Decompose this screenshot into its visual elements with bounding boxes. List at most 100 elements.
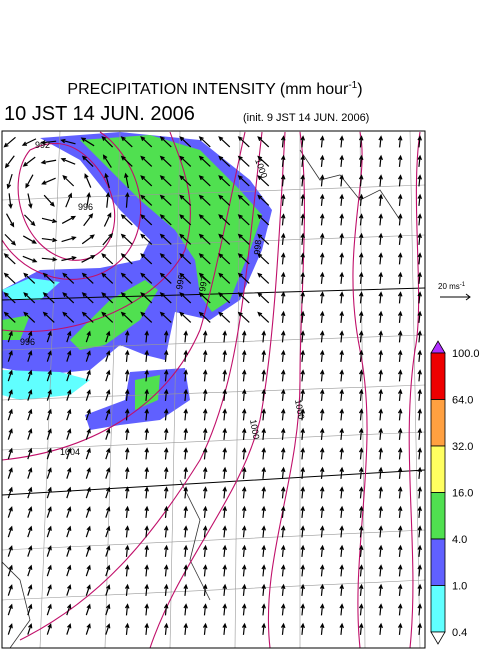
wind-arrow — [300, 213, 305, 226]
wind-arrow — [339, 154, 344, 167]
title-sup: -1 — [348, 80, 357, 91]
wind-arrow — [280, 603, 286, 616]
wind-arrow — [140, 194, 153, 206]
wind-arrow — [378, 505, 383, 518]
wind-arrow — [319, 603, 325, 616]
wind-arrow — [358, 603, 364, 616]
wind-arrow — [105, 525, 111, 538]
wind-arrow — [218, 214, 231, 226]
wind-arrow — [81, 292, 94, 304]
wind-arrow — [319, 135, 325, 148]
wind-arrow — [339, 505, 344, 518]
wind-arrow — [417, 232, 422, 245]
wind-arrow — [66, 603, 72, 616]
wind-arrow — [397, 388, 403, 401]
wind-arrow — [319, 252, 325, 265]
wind-arrow — [397, 505, 403, 518]
isobar — [2, 131, 142, 280]
wind-arrow — [339, 349, 344, 362]
wind-arrow — [358, 622, 364, 635]
wind-arrow — [417, 447, 422, 460]
wind-arrow — [159, 253, 172, 265]
wind-arrow — [319, 447, 325, 460]
wind-arrow — [241, 622, 247, 635]
wind-arrow — [159, 175, 172, 187]
wind-arrow — [202, 486, 208, 499]
wind-arrow — [179, 253, 192, 265]
wind-arrow — [27, 408, 33, 421]
wind-arrow — [339, 388, 344, 401]
wind-arrow — [202, 583, 208, 596]
wind-arrow — [62, 175, 75, 187]
wind-arrow — [417, 466, 422, 479]
contour-label: 996 — [174, 274, 186, 291]
wind-arrow — [86, 192, 91, 208]
wind-arrow — [3, 253, 16, 265]
wind-arrow — [358, 291, 364, 304]
wind-arrow — [339, 447, 344, 460]
wind-arrow — [27, 330, 33, 343]
wind-arrow — [241, 447, 247, 460]
wind-arrow — [280, 310, 286, 323]
wind-arrow — [261, 525, 266, 538]
wind-arrow — [85, 428, 91, 440]
wind-arrow — [124, 622, 130, 635]
wind-arrow — [120, 155, 133, 167]
contour-label: 992 — [35, 140, 50, 150]
wind-arrow — [378, 486, 383, 499]
wind-arrow — [179, 272, 192, 284]
wind-arrow — [378, 544, 383, 557]
wind-arrow — [218, 253, 231, 265]
wind-arrow — [7, 545, 13, 557]
wind-arrow — [80, 137, 95, 147]
wind-arrow — [339, 466, 344, 479]
wind-arrow — [124, 544, 130, 557]
wind-arrow — [280, 369, 286, 382]
wind-arrow — [66, 408, 72, 421]
wind-arrow — [163, 486, 169, 499]
wind-arrow — [144, 564, 149, 577]
wind-arrow — [144, 486, 149, 499]
wind-arrow — [144, 349, 149, 362]
wind-arrow — [261, 408, 266, 421]
colorbar-label: 32.0 — [452, 441, 473, 453]
wind-arrow — [222, 603, 227, 616]
wind-arrow — [280, 174, 286, 187]
wind-arrow — [218, 155, 231, 167]
wind-arrow — [7, 623, 13, 635]
wind-arrow — [280, 154, 286, 167]
wind-arrow — [222, 427, 227, 440]
wind-arrow — [222, 388, 227, 401]
wind-arrow — [319, 583, 325, 596]
wind-arrow — [358, 408, 364, 421]
wind-arrow — [319, 330, 325, 343]
wind-arrow — [159, 194, 172, 206]
wind-arrow — [163, 505, 169, 518]
wind-arrow — [42, 311, 55, 323]
wind-arrow — [198, 155, 211, 167]
wind-arrow — [140, 233, 153, 245]
wind-arrow — [22, 255, 38, 263]
wind-arrow — [7, 603, 13, 616]
wind-arrow — [124, 408, 130, 421]
graticule — [2, 131, 425, 648]
wind-arrow — [222, 349, 227, 362]
wind-arrow — [144, 525, 149, 538]
wind-arrow — [397, 486, 403, 499]
wind-arrow — [417, 154, 422, 167]
wind-arrow — [378, 271, 383, 284]
wind-arrow — [417, 252, 422, 265]
wind-arrow — [21, 138, 37, 146]
wind-arrow — [85, 447, 91, 460]
wind-arrow — [159, 155, 172, 167]
wind-arrow — [358, 427, 364, 440]
wind-arrow — [237, 175, 250, 187]
wind-arrow — [319, 427, 325, 440]
wind-arrow — [397, 603, 403, 616]
precip-green — [2, 280, 160, 410]
wind-arrow — [358, 486, 364, 499]
wind-arrow — [163, 330, 169, 343]
wind-arrow — [159, 233, 172, 245]
wind-arrow — [222, 544, 227, 557]
wind-arrow — [319, 525, 325, 538]
